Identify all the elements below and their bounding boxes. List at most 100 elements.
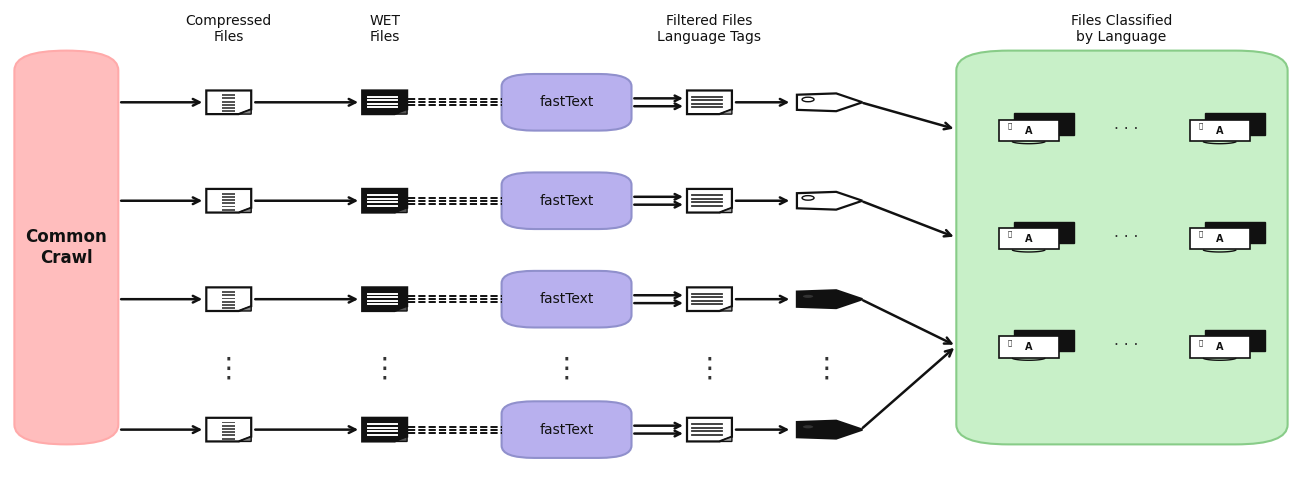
Bar	[223, 196, 236, 198]
FancyBboxPatch shape	[1190, 120, 1250, 141]
Polygon shape	[362, 418, 408, 442]
Text: Compressed
Files: Compressed Files	[186, 14, 272, 44]
Polygon shape	[687, 418, 732, 442]
Polygon shape	[797, 94, 862, 111]
Circle shape	[802, 97, 814, 102]
Text: WET
Files: WET Files	[370, 14, 400, 44]
Text: ⋮: ⋮	[215, 354, 242, 382]
Polygon shape	[238, 306, 251, 311]
FancyBboxPatch shape	[1204, 330, 1264, 351]
Text: A: A	[1216, 343, 1224, 352]
Polygon shape	[206, 91, 251, 114]
Text: fastText: fastText	[539, 194, 594, 208]
Text: fastText: fastText	[539, 292, 594, 306]
Bar	[223, 110, 236, 112]
FancyBboxPatch shape	[1204, 222, 1264, 243]
FancyBboxPatch shape	[501, 172, 631, 229]
Text: ⋮: ⋮	[812, 354, 840, 382]
Polygon shape	[238, 208, 251, 212]
FancyBboxPatch shape	[1190, 228, 1250, 249]
Text: fastText: fastText	[539, 96, 594, 109]
FancyBboxPatch shape	[1013, 222, 1074, 243]
Bar	[223, 291, 236, 293]
Text: 方: 方	[1198, 339, 1203, 346]
Text: A: A	[1216, 126, 1224, 136]
Text: Filtered Files
Language Tags: Filtered Files Language Tags	[658, 14, 762, 44]
FancyBboxPatch shape	[501, 401, 631, 458]
Polygon shape	[362, 189, 408, 212]
Bar	[223, 435, 236, 436]
Polygon shape	[720, 109, 732, 114]
Bar	[223, 297, 236, 299]
Bar	[223, 193, 236, 195]
Text: 方: 方	[1008, 122, 1012, 129]
Polygon shape	[238, 109, 251, 114]
Circle shape	[802, 294, 814, 298]
FancyBboxPatch shape	[999, 336, 1059, 358]
Bar	[223, 295, 236, 296]
FancyBboxPatch shape	[14, 50, 118, 445]
Polygon shape	[720, 208, 732, 212]
Text: ⋮: ⋮	[695, 354, 724, 382]
Polygon shape	[797, 421, 862, 439]
Text: ⋮: ⋮	[371, 354, 398, 382]
FancyBboxPatch shape	[501, 271, 631, 328]
Polygon shape	[687, 91, 732, 114]
Bar	[223, 422, 236, 423]
Polygon shape	[797, 192, 862, 209]
Bar	[223, 425, 236, 427]
Bar	[223, 104, 236, 106]
Text: 方: 方	[1198, 231, 1203, 237]
Polygon shape	[720, 306, 732, 311]
Bar	[223, 202, 236, 204]
Bar	[223, 307, 236, 309]
Polygon shape	[720, 437, 732, 442]
FancyBboxPatch shape	[1013, 113, 1074, 135]
Bar	[223, 98, 236, 99]
Text: 方: 方	[1008, 231, 1012, 237]
Circle shape	[802, 425, 814, 429]
Bar	[223, 199, 236, 201]
Polygon shape	[395, 437, 408, 442]
Text: A: A	[1216, 234, 1224, 244]
Bar	[223, 301, 236, 302]
Text: · · ·: · · ·	[1115, 339, 1139, 353]
Bar	[223, 209, 236, 211]
Bar	[223, 431, 236, 433]
FancyBboxPatch shape	[1190, 336, 1250, 358]
Text: A: A	[1025, 126, 1032, 136]
Polygon shape	[238, 437, 251, 442]
Polygon shape	[206, 189, 251, 212]
Text: fastText: fastText	[539, 423, 594, 437]
Text: · · ·: · · ·	[1115, 122, 1139, 137]
Polygon shape	[687, 189, 732, 212]
Text: A: A	[1025, 343, 1032, 352]
Bar	[223, 107, 236, 109]
Text: 方: 方	[1008, 339, 1012, 346]
Polygon shape	[395, 208, 408, 212]
Text: Common
Crawl: Common Crawl	[26, 228, 107, 267]
FancyBboxPatch shape	[999, 228, 1059, 249]
Bar	[223, 100, 236, 102]
Bar	[223, 304, 236, 306]
Text: 方: 方	[1198, 122, 1203, 129]
Polygon shape	[206, 418, 251, 442]
Polygon shape	[362, 91, 408, 114]
Polygon shape	[687, 288, 732, 311]
Bar	[223, 438, 236, 440]
FancyBboxPatch shape	[1204, 113, 1264, 135]
Polygon shape	[395, 109, 408, 114]
Bar	[223, 94, 236, 96]
FancyBboxPatch shape	[999, 120, 1059, 141]
Text: ⋮: ⋮	[552, 354, 581, 382]
FancyBboxPatch shape	[501, 74, 631, 131]
Text: · · ·: · · ·	[1115, 230, 1139, 245]
Polygon shape	[362, 288, 408, 311]
FancyBboxPatch shape	[1013, 330, 1074, 351]
Polygon shape	[206, 288, 251, 311]
Polygon shape	[797, 290, 862, 308]
Polygon shape	[395, 306, 408, 311]
Bar	[223, 205, 236, 207]
Circle shape	[802, 196, 814, 200]
Bar	[223, 428, 236, 430]
